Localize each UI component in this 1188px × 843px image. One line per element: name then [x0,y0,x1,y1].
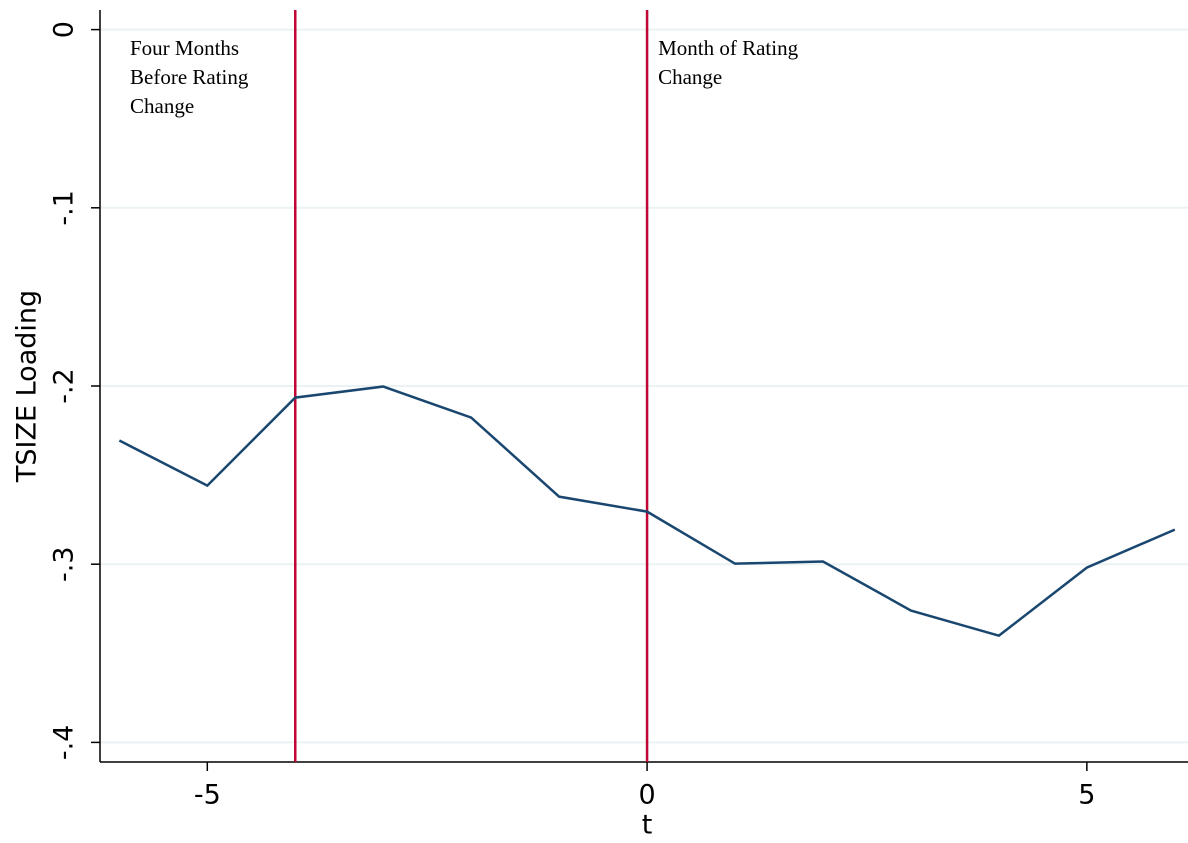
annotation: Before Rating [130,65,249,89]
x-tick-label: -5 [194,780,221,811]
x-tick-label: 5 [1078,780,1095,811]
y-tick-label: -.1 [49,190,80,226]
data-line [118,385,1176,638]
y-tick-label: -.3 [49,546,80,582]
annotation: Month of Rating [658,36,798,60]
annotation: Four Months [130,36,239,60]
y-tick-label: 0 [49,21,80,38]
annotation: Change [130,94,194,118]
y-tick-label: -.2 [49,368,80,404]
y-axis-title: TSIZE Loading [12,290,43,483]
x-tick-label: 0 [638,780,655,811]
annotation: Change [658,65,722,89]
x-axis-title: t [642,810,653,841]
y-tick-label: -.4 [49,725,80,761]
